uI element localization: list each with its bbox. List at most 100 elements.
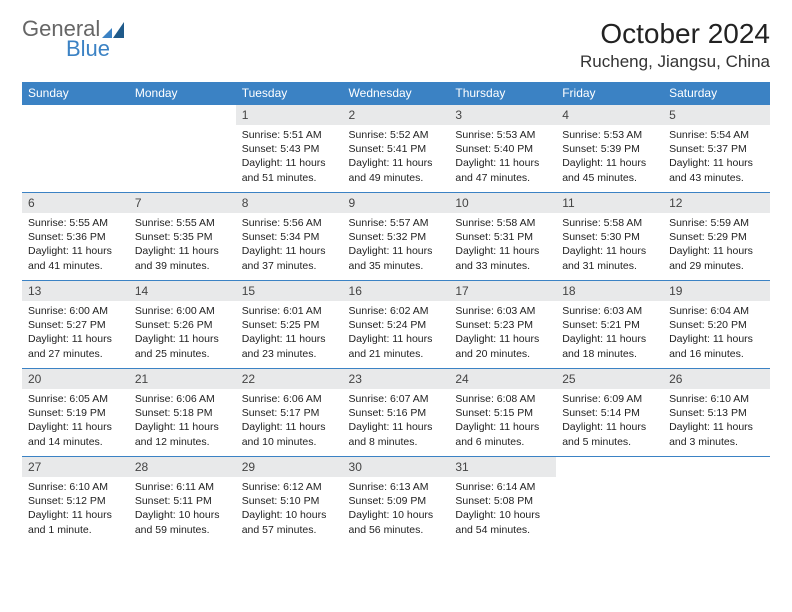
calendar-day-cell: 25Sunrise: 6:09 AMSunset: 5:14 PMDayligh… <box>556 369 663 457</box>
calendar-day-cell: 2Sunrise: 5:52 AMSunset: 5:41 PMDaylight… <box>343 105 450 193</box>
calendar-day-cell: 18Sunrise: 6:03 AMSunset: 5:21 PMDayligh… <box>556 281 663 369</box>
calendar-week-row: 20Sunrise: 6:05 AMSunset: 5:19 PMDayligh… <box>22 369 770 457</box>
day-number: 25 <box>556 369 663 389</box>
calendar-day-cell: 19Sunrise: 6:04 AMSunset: 5:20 PMDayligh… <box>663 281 770 369</box>
day-number: 4 <box>556 105 663 125</box>
day-content: Sunrise: 5:56 AMSunset: 5:34 PMDaylight:… <box>236 213 343 278</box>
day-number: 30 <box>343 457 450 477</box>
day-content: Sunrise: 6:07 AMSunset: 5:16 PMDaylight:… <box>343 389 450 454</box>
calendar-day-cell: 24Sunrise: 6:08 AMSunset: 5:15 PMDayligh… <box>449 369 556 457</box>
day-content: Sunrise: 6:01 AMSunset: 5:25 PMDaylight:… <box>236 301 343 366</box>
day-number: 28 <box>129 457 236 477</box>
calendar-body: ....1Sunrise: 5:51 AMSunset: 5:43 PMDayl… <box>22 105 770 545</box>
weekday-header: Tuesday <box>236 82 343 105</box>
day-content: Sunrise: 5:53 AMSunset: 5:40 PMDaylight:… <box>449 125 556 190</box>
day-number: 3 <box>449 105 556 125</box>
day-number: 14 <box>129 281 236 301</box>
calendar-day-cell: 10Sunrise: 5:58 AMSunset: 5:31 PMDayligh… <box>449 193 556 281</box>
day-content: Sunrise: 6:06 AMSunset: 5:17 PMDaylight:… <box>236 389 343 454</box>
calendar-day-cell: 5Sunrise: 5:54 AMSunset: 5:37 PMDaylight… <box>663 105 770 193</box>
day-content: Sunrise: 5:58 AMSunset: 5:30 PMDaylight:… <box>556 213 663 278</box>
calendar-day-cell: 17Sunrise: 6:03 AMSunset: 5:23 PMDayligh… <box>449 281 556 369</box>
day-number: 29 <box>236 457 343 477</box>
day-number: 9 <box>343 193 450 213</box>
calendar-day-cell: 21Sunrise: 6:06 AMSunset: 5:18 PMDayligh… <box>129 369 236 457</box>
calendar-day-cell: .. <box>22 105 129 193</box>
calendar-day-cell: 12Sunrise: 5:59 AMSunset: 5:29 PMDayligh… <box>663 193 770 281</box>
calendar-day-cell: 29Sunrise: 6:12 AMSunset: 5:10 PMDayligh… <box>236 457 343 545</box>
day-content: Sunrise: 6:04 AMSunset: 5:20 PMDaylight:… <box>663 301 770 366</box>
day-number: 15 <box>236 281 343 301</box>
weekday-header: Sunday <box>22 82 129 105</box>
day-content: Sunrise: 6:12 AMSunset: 5:10 PMDaylight:… <box>236 477 343 542</box>
day-content: Sunrise: 6:10 AMSunset: 5:12 PMDaylight:… <box>22 477 129 542</box>
day-number: 23 <box>343 369 450 389</box>
day-content: Sunrise: 6:00 AMSunset: 5:27 PMDaylight:… <box>22 301 129 366</box>
calendar-day-cell: 28Sunrise: 6:11 AMSunset: 5:11 PMDayligh… <box>129 457 236 545</box>
calendar-week-row: ....1Sunrise: 5:51 AMSunset: 5:43 PMDayl… <box>22 105 770 193</box>
day-number: 1 <box>236 105 343 125</box>
weekday-header: Saturday <box>663 82 770 105</box>
day-number: 22 <box>236 369 343 389</box>
calendar-day-cell: .. <box>129 105 236 193</box>
day-number: 18 <box>556 281 663 301</box>
day-number: 17 <box>449 281 556 301</box>
day-number: 10 <box>449 193 556 213</box>
day-content: Sunrise: 6:02 AMSunset: 5:24 PMDaylight:… <box>343 301 450 366</box>
day-number: 13 <box>22 281 129 301</box>
day-number: 6 <box>22 193 129 213</box>
day-number: 11 <box>556 193 663 213</box>
day-content: Sunrise: 6:00 AMSunset: 5:26 PMDaylight:… <box>129 301 236 366</box>
day-content: Sunrise: 5:54 AMSunset: 5:37 PMDaylight:… <box>663 125 770 190</box>
calendar-day-cell: 6Sunrise: 5:55 AMSunset: 5:36 PMDaylight… <box>22 193 129 281</box>
day-number: 20 <box>22 369 129 389</box>
day-number: 8 <box>236 193 343 213</box>
day-number: 2 <box>343 105 450 125</box>
calendar-day-cell: 9Sunrise: 5:57 AMSunset: 5:32 PMDaylight… <box>343 193 450 281</box>
calendar-week-row: 27Sunrise: 6:10 AMSunset: 5:12 PMDayligh… <box>22 457 770 545</box>
day-content: Sunrise: 6:06 AMSunset: 5:18 PMDaylight:… <box>129 389 236 454</box>
calendar-day-cell: 1Sunrise: 5:51 AMSunset: 5:43 PMDaylight… <box>236 105 343 193</box>
day-content: Sunrise: 6:09 AMSunset: 5:14 PMDaylight:… <box>556 389 663 454</box>
calendar-day-cell: .. <box>556 457 663 545</box>
day-content: Sunrise: 6:11 AMSunset: 5:11 PMDaylight:… <box>129 477 236 542</box>
day-number: 12 <box>663 193 770 213</box>
calendar-day-cell: 27Sunrise: 6:10 AMSunset: 5:12 PMDayligh… <box>22 457 129 545</box>
day-content: Sunrise: 6:08 AMSunset: 5:15 PMDaylight:… <box>449 389 556 454</box>
day-content: Sunrise: 6:13 AMSunset: 5:09 PMDaylight:… <box>343 477 450 542</box>
calendar-day-cell: 20Sunrise: 6:05 AMSunset: 5:19 PMDayligh… <box>22 369 129 457</box>
day-number: 26 <box>663 369 770 389</box>
calendar-day-cell: 11Sunrise: 5:58 AMSunset: 5:30 PMDayligh… <box>556 193 663 281</box>
day-number: 7 <box>129 193 236 213</box>
day-number: 19 <box>663 281 770 301</box>
day-number: 31 <box>449 457 556 477</box>
weekday-header: Monday <box>129 82 236 105</box>
day-content: Sunrise: 6:05 AMSunset: 5:19 PMDaylight:… <box>22 389 129 454</box>
day-content: Sunrise: 5:52 AMSunset: 5:41 PMDaylight:… <box>343 125 450 190</box>
day-number: 27 <box>22 457 129 477</box>
calendar-day-cell: 26Sunrise: 6:10 AMSunset: 5:13 PMDayligh… <box>663 369 770 457</box>
calendar-day-cell: 31Sunrise: 6:14 AMSunset: 5:08 PMDayligh… <box>449 457 556 545</box>
calendar-day-cell: 14Sunrise: 6:00 AMSunset: 5:26 PMDayligh… <box>129 281 236 369</box>
calendar-day-cell: .. <box>663 457 770 545</box>
calendar-day-cell: 8Sunrise: 5:56 AMSunset: 5:34 PMDaylight… <box>236 193 343 281</box>
header: General Blue October 2024 Rucheng, Jiang… <box>22 18 770 72</box>
calendar-day-cell: 15Sunrise: 6:01 AMSunset: 5:25 PMDayligh… <box>236 281 343 369</box>
day-content: Sunrise: 5:53 AMSunset: 5:39 PMDaylight:… <box>556 125 663 190</box>
day-content: Sunrise: 5:59 AMSunset: 5:29 PMDaylight:… <box>663 213 770 278</box>
weekday-header-row: SundayMondayTuesdayWednesdayThursdayFrid… <box>22 82 770 105</box>
day-content: Sunrise: 5:51 AMSunset: 5:43 PMDaylight:… <box>236 125 343 190</box>
calendar-week-row: 6Sunrise: 5:55 AMSunset: 5:36 PMDaylight… <box>22 193 770 281</box>
day-content: Sunrise: 5:57 AMSunset: 5:32 PMDaylight:… <box>343 213 450 278</box>
calendar-week-row: 13Sunrise: 6:00 AMSunset: 5:27 PMDayligh… <box>22 281 770 369</box>
day-content: Sunrise: 5:55 AMSunset: 5:36 PMDaylight:… <box>22 213 129 278</box>
day-number: 24 <box>449 369 556 389</box>
calendar-day-cell: 4Sunrise: 5:53 AMSunset: 5:39 PMDaylight… <box>556 105 663 193</box>
day-content: Sunrise: 6:03 AMSunset: 5:21 PMDaylight:… <box>556 301 663 366</box>
weekday-header: Wednesday <box>343 82 450 105</box>
calendar-day-cell: 13Sunrise: 6:00 AMSunset: 5:27 PMDayligh… <box>22 281 129 369</box>
day-number: 5 <box>663 105 770 125</box>
title-block: October 2024 Rucheng, Jiangsu, China <box>580 18 770 72</box>
logo: General Blue <box>22 18 124 60</box>
day-number: 21 <box>129 369 236 389</box>
